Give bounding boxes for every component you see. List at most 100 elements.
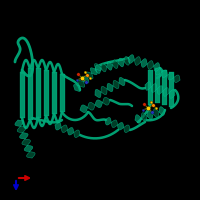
Polygon shape bbox=[83, 80, 85, 82]
Polygon shape bbox=[79, 80, 85, 86]
Polygon shape bbox=[17, 127, 25, 130]
Polygon shape bbox=[122, 59, 124, 66]
Polygon shape bbox=[119, 122, 122, 130]
Polygon shape bbox=[82, 105, 85, 113]
Polygon shape bbox=[127, 57, 129, 64]
Polygon shape bbox=[18, 127, 23, 129]
Polygon shape bbox=[27, 152, 34, 155]
Polygon shape bbox=[162, 71, 163, 75]
Polygon shape bbox=[170, 74, 173, 80]
Polygon shape bbox=[25, 143, 29, 145]
Polygon shape bbox=[84, 105, 86, 111]
Polygon shape bbox=[139, 116, 141, 121]
Polygon shape bbox=[18, 129, 26, 132]
Polygon shape bbox=[23, 139, 28, 141]
Polygon shape bbox=[87, 72, 93, 78]
Polygon shape bbox=[27, 152, 34, 155]
Polygon shape bbox=[74, 87, 78, 91]
Polygon shape bbox=[84, 105, 86, 111]
Polygon shape bbox=[60, 126, 61, 129]
Polygon shape bbox=[149, 84, 151, 89]
Polygon shape bbox=[83, 105, 85, 112]
Polygon shape bbox=[78, 81, 84, 87]
Polygon shape bbox=[148, 111, 151, 119]
Polygon shape bbox=[147, 113, 149, 118]
Polygon shape bbox=[155, 109, 158, 117]
Polygon shape bbox=[174, 75, 177, 81]
Polygon shape bbox=[68, 128, 70, 134]
Polygon shape bbox=[156, 63, 159, 71]
Polygon shape bbox=[113, 120, 116, 127]
Polygon shape bbox=[86, 74, 91, 79]
Polygon shape bbox=[98, 65, 100, 73]
Polygon shape bbox=[91, 68, 97, 74]
Polygon shape bbox=[108, 83, 112, 91]
Polygon shape bbox=[28, 152, 32, 153]
Polygon shape bbox=[95, 69, 96, 70]
Polygon shape bbox=[75, 130, 78, 137]
Polygon shape bbox=[159, 109, 161, 114]
Polygon shape bbox=[74, 131, 76, 135]
Polygon shape bbox=[105, 97, 108, 105]
Polygon shape bbox=[173, 92, 175, 97]
Polygon shape bbox=[162, 71, 164, 76]
Polygon shape bbox=[82, 78, 87, 83]
Polygon shape bbox=[102, 64, 104, 72]
Polygon shape bbox=[119, 80, 121, 85]
Polygon shape bbox=[176, 76, 179, 82]
Polygon shape bbox=[120, 123, 123, 130]
Polygon shape bbox=[98, 100, 100, 107]
Polygon shape bbox=[71, 129, 73, 135]
Polygon shape bbox=[101, 88, 104, 94]
Polygon shape bbox=[137, 57, 140, 65]
Polygon shape bbox=[149, 111, 152, 119]
Polygon shape bbox=[157, 88, 158, 90]
Polygon shape bbox=[159, 86, 162, 94]
Polygon shape bbox=[125, 125, 128, 132]
Polygon shape bbox=[24, 146, 32, 149]
Polygon shape bbox=[127, 126, 129, 132]
Polygon shape bbox=[88, 105, 89, 109]
Polygon shape bbox=[125, 57, 128, 65]
Polygon shape bbox=[104, 87, 107, 93]
Polygon shape bbox=[125, 125, 128, 132]
Polygon shape bbox=[169, 72, 172, 80]
Polygon shape bbox=[136, 115, 139, 123]
Polygon shape bbox=[154, 109, 157, 117]
Polygon shape bbox=[119, 80, 122, 85]
Polygon shape bbox=[89, 72, 93, 76]
Polygon shape bbox=[70, 129, 73, 135]
Polygon shape bbox=[72, 130, 74, 134]
Polygon shape bbox=[61, 126, 63, 130]
Polygon shape bbox=[148, 61, 151, 68]
Polygon shape bbox=[28, 152, 32, 154]
Polygon shape bbox=[56, 122, 59, 130]
Polygon shape bbox=[128, 56, 130, 61]
Polygon shape bbox=[133, 58, 134, 62]
Polygon shape bbox=[26, 144, 28, 145]
Polygon shape bbox=[74, 84, 81, 91]
Polygon shape bbox=[109, 62, 111, 70]
Polygon shape bbox=[155, 68, 157, 73]
Polygon shape bbox=[55, 124, 57, 127]
Polygon shape bbox=[76, 130, 79, 138]
Polygon shape bbox=[154, 109, 157, 117]
Polygon shape bbox=[58, 123, 60, 130]
Polygon shape bbox=[104, 98, 106, 105]
Polygon shape bbox=[97, 90, 101, 96]
Polygon shape bbox=[172, 90, 174, 98]
Polygon shape bbox=[22, 140, 30, 143]
Polygon shape bbox=[78, 81, 84, 87]
Polygon shape bbox=[95, 104, 96, 106]
Polygon shape bbox=[177, 76, 179, 82]
Polygon shape bbox=[101, 91, 102, 93]
Polygon shape bbox=[79, 134, 80, 135]
Polygon shape bbox=[153, 112, 154, 115]
Polygon shape bbox=[86, 73, 92, 79]
Polygon shape bbox=[151, 86, 152, 88]
Polygon shape bbox=[68, 128, 69, 132]
Polygon shape bbox=[105, 118, 108, 123]
Polygon shape bbox=[90, 73, 92, 75]
Polygon shape bbox=[88, 105, 89, 109]
Polygon shape bbox=[109, 119, 111, 125]
